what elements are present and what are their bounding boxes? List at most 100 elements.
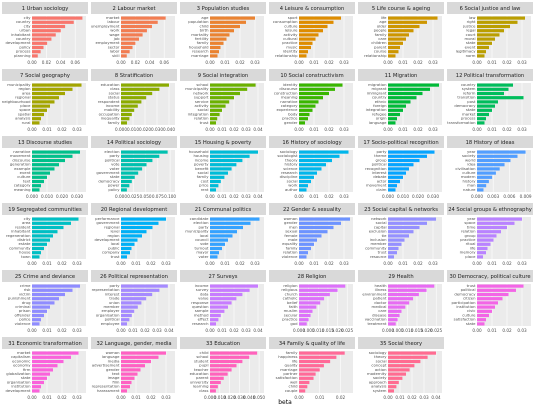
category-label: trust (200, 120, 209, 125)
bar (388, 376, 403, 380)
panel-strip (447, 2, 533, 14)
bar (121, 158, 153, 163)
bar (477, 179, 489, 184)
x-tick-label: 0.01 (487, 261, 497, 266)
category-label: world (465, 157, 476, 162)
x-tick-label: 0.00 (27, 127, 37, 132)
panel: 22 Gender & sexuality 0.00 0.01 0.02 0.03 wom… (269, 203, 355, 266)
bar (477, 188, 484, 192)
category-label: citizen (463, 296, 476, 301)
panel-title: 3 Population studies (197, 6, 250, 12)
category-label: question (192, 304, 209, 309)
bar (121, 24, 152, 29)
category-label: development (94, 237, 120, 242)
category-label: vaccination (365, 317, 387, 322)
category-label: reform (463, 90, 476, 95)
bar (388, 217, 436, 221)
panel: 28 Religion 0.0000.0050.0100.0150.0200.02… (269, 270, 355, 333)
panel: 20 Regional development 0.00 0.01 0.02 0.03 p… (91, 203, 177, 266)
bar (210, 54, 218, 58)
bar (477, 100, 498, 104)
category-label: participation (452, 300, 477, 305)
bar (210, 292, 243, 297)
category-label: process (461, 116, 476, 121)
category-label: leisure (285, 28, 298, 33)
bar (299, 368, 320, 372)
x-tick-label: 0.050 (140, 194, 152, 199)
bar (388, 24, 420, 29)
x-tick-label: 0.005 (303, 328, 315, 333)
panel-title: 18 History of ideas (466, 140, 515, 146)
bar (388, 91, 423, 96)
bar (299, 112, 310, 117)
x-tick-label: 0.01 (315, 395, 325, 400)
bar (32, 45, 44, 50)
x-tick-label: 0.000 (382, 194, 394, 199)
category-label: region (18, 86, 31, 91)
x-tick-label: 0.03 (250, 60, 260, 65)
category-label: work (110, 28, 120, 33)
category-label: memory (460, 250, 477, 255)
panel-title: 1 Urban sociology (22, 6, 69, 12)
category-label: organisation (7, 379, 31, 384)
category-label: election (104, 149, 120, 154)
bar (121, 104, 138, 108)
bar (121, 364, 145, 368)
category-label: school (196, 82, 208, 87)
x-tick-label: 0.00 (383, 395, 393, 400)
bar (299, 20, 334, 24)
x-tick-label: 0.025 (127, 194, 139, 199)
category-label: foreign (373, 103, 387, 108)
panel-strip (447, 270, 533, 282)
bar (121, 188, 127, 192)
panel-title: 4 Leisure & consumption (280, 6, 345, 12)
bar (210, 24, 240, 29)
bar (477, 45, 489, 50)
x-tick-label: 0.02 (57, 127, 67, 132)
panel-strip (91, 270, 177, 282)
bar (121, 96, 147, 100)
category-label: inhabitant (11, 32, 31, 37)
category-label: work (288, 183, 298, 188)
bar (210, 225, 243, 230)
bar (210, 91, 240, 96)
category-label: approach (369, 379, 387, 384)
x-tick-label: 0.020 (332, 328, 344, 333)
bar (299, 41, 313, 45)
category-label: birth (200, 28, 210, 33)
category-label: area (22, 220, 30, 225)
bar (32, 305, 50, 309)
bar (121, 20, 158, 24)
bar (477, 284, 524, 288)
bar (477, 242, 491, 246)
category-label: employer (102, 308, 120, 313)
category-label: social (198, 107, 209, 112)
x-tick-label: 0.01 (217, 194, 227, 199)
panel-title: 8 Stratification (115, 73, 153, 79)
x-tick-label: 0.00 (27, 328, 37, 333)
bar (299, 45, 311, 50)
bar (121, 376, 135, 380)
bar (32, 154, 73, 158)
category-label: harassment (97, 388, 120, 393)
category-label: text (112, 371, 120, 376)
category-label: refugee (372, 111, 387, 116)
bar (210, 313, 221, 318)
category-label: level (110, 229, 119, 234)
x-tick-label: 0.03 (339, 261, 349, 266)
bar (299, 225, 334, 230)
panel-title: 35 Social theory (380, 341, 422, 347)
x-tick-label: 0.050 (253, 395, 265, 400)
category-label: social (109, 90, 120, 95)
bar (477, 37, 495, 41)
category-label: rent (201, 187, 209, 192)
category-label: care (378, 36, 387, 41)
category-label: labour (107, 19, 120, 24)
bar (388, 359, 421, 364)
category-label: process (16, 49, 31, 54)
category-label: child (199, 23, 209, 28)
category-label: voter (199, 254, 209, 259)
panel-title: 34 Family & quality of life (279, 341, 345, 347)
category-label: state (466, 321, 476, 326)
